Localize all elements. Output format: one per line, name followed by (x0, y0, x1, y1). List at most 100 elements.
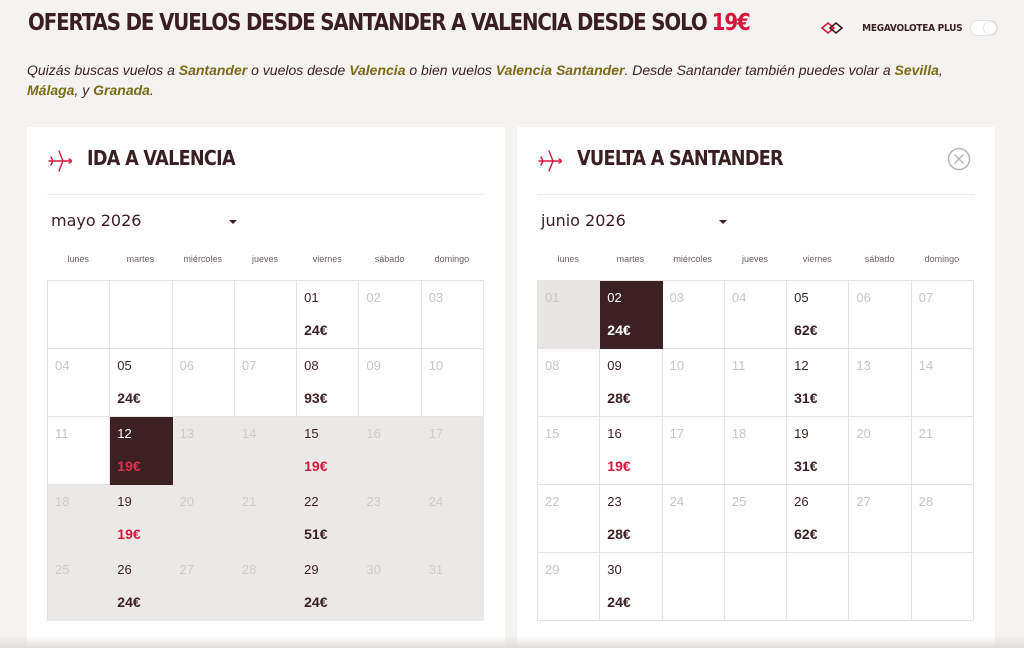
calendar-day[interactable]: 12 31€ (787, 349, 850, 417)
day-number: 14 (241, 426, 257, 441)
calendar-day[interactable]: 22 51€ (297, 485, 360, 553)
link-sevilla[interactable]: Sevilla (894, 62, 939, 78)
day-price: 24€ (304, 594, 328, 610)
return-weekday-header: lunes martes miércoles jueves viernes sábado d… (537, 254, 973, 264)
link-malaga[interactable]: Málaga (27, 82, 75, 98)
day-price: 62€ (794, 526, 818, 542)
calendar-day[interactable]: 02 24€ (600, 281, 663, 349)
calendar-day[interactable]: 23 28€ (600, 485, 663, 553)
day-price: 24€ (607, 594, 631, 610)
calendar-empty-cell (110, 281, 173, 349)
day-number: 25 (55, 562, 70, 577)
day-number: 15 (304, 426, 319, 441)
day-number: 30 (607, 562, 622, 577)
calendar-empty-cell (662, 553, 725, 621)
calendar-day[interactable]: 09 28€ (600, 349, 663, 417)
day-number: 03 (669, 290, 685, 305)
calendar-day[interactable]: 15 19€ (297, 417, 360, 485)
day-number: 27 (179, 562, 195, 577)
day-number: 05 (117, 358, 132, 373)
outbound-month-value: mayo 2026 (51, 211, 142, 230)
calendar-day[interactable]: 16 19€ (600, 417, 663, 485)
calendar-day[interactable]: 29 24€ (297, 553, 360, 621)
day-number: 16 (607, 426, 622, 441)
return-calendar-panel: VUELTA A SANTANDER junio 2026 lunes marte… (517, 127, 995, 648)
outbound-weekday-header: lunes martes miércoles jueves viernes sábado d… (47, 254, 483, 264)
calendar-day[interactable]: 01 24€ (297, 281, 360, 349)
weekday-label: jueves (251, 254, 278, 264)
day-number: 23 (607, 494, 622, 509)
calendar-day: 03 (662, 281, 725, 349)
calendar-day: 04 (48, 349, 111, 417)
weekday-label: lunes (557, 254, 579, 264)
calendar-day[interactable]: 08 93€ (297, 349, 360, 417)
link-valencia-santander[interactable]: Valencia Santander (495, 62, 625, 78)
day-number: 28 (918, 494, 934, 509)
day-number: 10 (428, 358, 444, 373)
weekday-label: martes (616, 254, 645, 264)
day-price: 51€ (304, 526, 328, 542)
calendar-day: 31 (421, 553, 484, 621)
calendar-day: 04 (724, 281, 788, 349)
weekday-label: martes (126, 254, 155, 264)
megavolotea-plus-toggle-group[interactable]: MEGAVOLOTEA PLUS (820, 20, 998, 36)
day-number: 21 (918, 426, 934, 441)
day-number: 08 (304, 358, 319, 373)
calendar-day[interactable]: 05 24€ (110, 349, 173, 417)
return-month-select[interactable]: junio 2026 (541, 211, 731, 233)
calendar-day: 13 (849, 349, 912, 417)
day-price: 24€ (117, 390, 141, 406)
calendar-day[interactable]: 19 19€ (110, 485, 173, 553)
calendar-day[interactable]: 05 62€ (787, 281, 850, 349)
day-number: 04 (731, 290, 747, 305)
calendar-empty-cell (172, 281, 235, 349)
megavolotea-plus-switch[interactable] (970, 20, 998, 36)
calendar-day[interactable]: 26 62€ (787, 485, 850, 553)
calendar-day: 06 (849, 281, 912, 349)
link-valencia[interactable]: Valencia (349, 62, 406, 78)
link-santander[interactable]: Santander (178, 62, 248, 78)
day-number: 14 (918, 358, 934, 373)
intro-text: Quizás buscas vuelos a Santander o vuelo… (27, 60, 997, 100)
weekday-label: jueves (741, 254, 768, 264)
return-calendar-grid: 01 02 24€ 03 04 05 62€ 06 07 08 09 28€ 10 11 12 31€ 13 14… (537, 280, 974, 621)
chevron-down-icon (229, 220, 237, 224)
return-panel-title: VUELTA A SANTANDER (577, 146, 784, 170)
calendar-day: 25 (724, 485, 788, 553)
day-price: 31€ (794, 458, 818, 474)
day-number: 01 (545, 290, 560, 305)
calendar-day: 25 (48, 553, 111, 621)
page-header: OFERTAS DE VUELOS DESDE SANTANDER A VALE… (28, 10, 998, 44)
day-number: 03 (428, 290, 444, 305)
bottom-fade (0, 636, 1024, 648)
day-number: 09 (607, 358, 622, 373)
intro-text-part: o vuelos desde (247, 62, 350, 78)
calendar-day: 27 (849, 485, 912, 553)
day-number: 18 (731, 426, 747, 441)
calendar-day: 17 (421, 417, 484, 485)
calendar-day[interactable]: 30 24€ (600, 553, 663, 621)
day-number: 21 (241, 494, 257, 509)
megavolotea-plus-label: MEGAVOLOTEA PLUS (861, 22, 963, 34)
page-title-price: 19€ (711, 10, 751, 36)
weekday-label: domingo (924, 254, 960, 264)
day-number: 19 (117, 494, 132, 509)
outbound-calendar-grid: 01 24€ 02 03 04 05 24€ 06 07 08 93€ 09 10 11 12 19€ 13 14… (47, 280, 484, 621)
chevron-down-icon (719, 220, 727, 224)
calendar-day: 11 (48, 417, 111, 485)
calendar-day[interactable]: 19 31€ (787, 417, 850, 485)
link-granada[interactable]: Granada (93, 82, 150, 98)
day-number: 07 (241, 358, 257, 373)
close-icon[interactable] (947, 147, 971, 171)
day-number: 13 (179, 426, 195, 441)
intro-text-part: Quizás buscas vuelos a (27, 62, 179, 78)
outbound-month-select[interactable]: mayo 2026 (51, 211, 241, 233)
intro-text-part: . Desde Santander también puedes volar a (624, 62, 895, 78)
calendar-day: 20 (172, 485, 235, 553)
day-number: 13 (856, 358, 871, 373)
calendar-day[interactable]: 26 24€ (110, 553, 173, 621)
calendar-day[interactable]: 12 19€ (110, 417, 173, 485)
day-price: 24€ (304, 322, 328, 338)
day-number: 15 (545, 426, 560, 441)
calendar-empty-cell (787, 553, 850, 621)
